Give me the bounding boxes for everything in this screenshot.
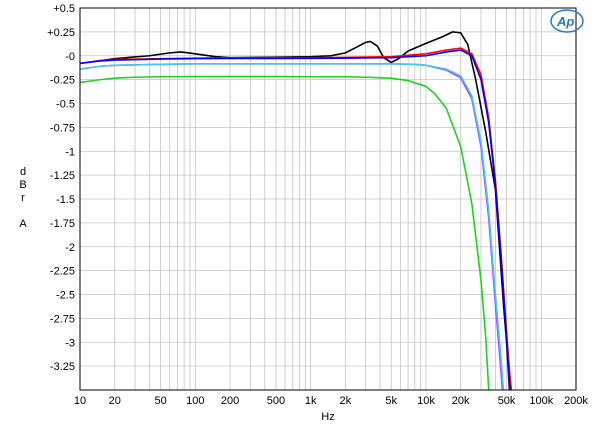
x-tick-label: 200	[221, 395, 239, 407]
series-line	[80, 49, 511, 390]
y-tick-label: -2.5	[56, 290, 75, 302]
x-tick-label: 20	[109, 395, 121, 407]
x-tick-label: 200k	[564, 395, 588, 407]
y-axis-title-line: d	[20, 166, 26, 178]
x-tick-label: 50	[154, 395, 166, 407]
y-tick-label: -1	[65, 146, 75, 158]
y-axis-title-line: A	[19, 218, 27, 230]
series-lines	[80, 31, 513, 390]
y-tick-label: -3.25	[50, 361, 75, 373]
series-line	[80, 31, 511, 390]
x-tick-label: 2k	[340, 395, 352, 407]
x-tick-label: 500	[267, 395, 285, 407]
y-tick-label: -2.25	[50, 266, 75, 278]
y-tick-label: -2.75	[50, 313, 75, 325]
y-tick-label: -0.5	[56, 99, 75, 111]
y-tick-label: -1.5	[56, 194, 75, 206]
y-tick-label: -3	[65, 337, 75, 349]
x-tick-label: 20k	[452, 395, 470, 407]
x-tick-label: 100	[186, 395, 204, 407]
x-tick-label: 100k	[529, 395, 553, 407]
y-tick-label: +0.25	[47, 27, 75, 39]
x-tick-label: 1k	[305, 395, 317, 407]
x-tick-label: 50k	[498, 395, 516, 407]
x-tick-label: 10k	[417, 395, 435, 407]
plot-frame	[79, 7, 577, 391]
grid-lines	[80, 8, 576, 390]
x-tick-label: 5k	[385, 395, 397, 407]
y-tick-label: -1.75	[50, 218, 75, 230]
y-axis-title-line: r	[21, 192, 25, 204]
ap-logo-text: Ap	[556, 14, 574, 29]
y-tick-label: -0	[65, 51, 75, 63]
series-line	[80, 63, 505, 390]
y-tick-label: +0.5	[53, 3, 75, 15]
y-tick-label: -1.25	[50, 170, 75, 182]
y-tick-label: -0.75	[50, 122, 75, 134]
series-line	[80, 75, 490, 390]
y-tick-label: -0.25	[50, 75, 75, 87]
y-tick-labels: +0.5 +0.25 -0 -0.25 -0.5 -0.75 -1 -1.25 -1.5 -1.7…	[47, 3, 75, 373]
x-tick-label: 10	[74, 395, 86, 407]
y-axis-title: dBr A	[19, 166, 27, 230]
y-axis-title-line: B	[19, 179, 26, 191]
x-tick-labels: 10 20 50 100 200 500 1k 2k 5k 10k 20k 50k 100k 200k	[74, 395, 589, 407]
ap-logo: Ap	[550, 9, 584, 33]
y-tick-label: -2	[65, 242, 75, 254]
x-axis-title: Hz	[321, 411, 334, 423]
